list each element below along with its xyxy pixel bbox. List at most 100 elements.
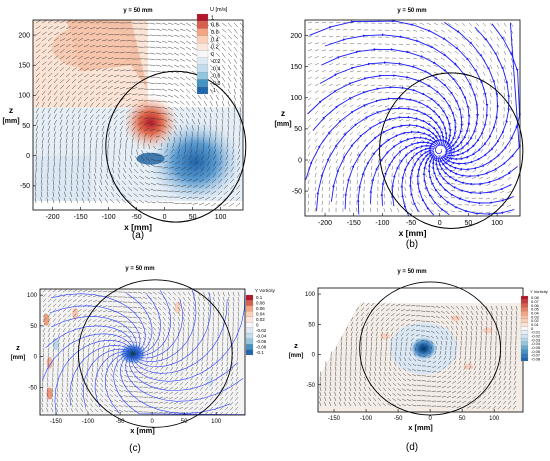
colorbar-label: 0.02 [531, 318, 540, 323]
velocity-vector [430, 305, 436, 308]
velocity-vector [119, 126, 123, 132]
velocity-vector [125, 81, 132, 84]
velocity-vector [239, 100, 243, 107]
velocity-vector [490, 315, 493, 321]
velocity-vector [489, 355, 492, 361]
velocity-vector [225, 376, 229, 382]
velocity-vector [482, 400, 487, 405]
velocity-vector [161, 124, 167, 128]
velocity-vector [35, 113, 39, 120]
velocity-vector [375, 317, 379, 322]
velocity-vector [94, 398, 99, 403]
velocity-vector [179, 88, 185, 93]
velocity-vector [113, 57, 120, 60]
velocity-vector [451, 390, 457, 394]
velocity-vector [380, 336, 383, 342]
velocity-vector [416, 404, 422, 407]
velocity-vector [142, 316, 147, 320]
velocity-vector [348, 402, 352, 407]
velocity-vector [416, 379, 422, 382]
velocity-vector [62, 352, 65, 358]
velocity-vector [416, 399, 422, 402]
velocity-vector [225, 381, 229, 386]
velocity-vector [431, 375, 437, 378]
velocity-vector [180, 190, 187, 193]
velocity-vector [92, 304, 98, 308]
velocity-vector [217, 184, 223, 189]
velocity-vector [400, 337, 404, 342]
velocity-vector [219, 406, 224, 411]
velocity-vector [123, 168, 127, 174]
velocity-vector [227, 296, 230, 302]
velocity-vector [131, 69, 138, 72]
velocity-vector [109, 404, 114, 408]
velocity-vector [469, 355, 472, 361]
velocity-vector [57, 337, 60, 343]
velocity-vector [179, 34, 186, 38]
velocity-vector [201, 351, 204, 357]
velocity-vector [104, 180, 109, 186]
velocity-vector [509, 350, 512, 356]
velocity-vector [456, 405, 462, 409]
velocity-vector [35, 49, 41, 54]
velocity-vector [239, 28, 245, 34]
velocity-vector [172, 291, 177, 296]
velocity-vector [60, 407, 64, 413]
velocity-vector [445, 330, 449, 335]
velocity-vector [66, 397, 69, 403]
velocity-vector [227, 301, 230, 307]
velocity-vector [47, 61, 53, 66]
velocity-vector [396, 208, 400, 213]
velocity-vector [185, 64, 191, 69]
velocity-vector [125, 40, 132, 42]
velocity-vector [370, 341, 373, 347]
velocity-vector [71, 26, 78, 30]
velocity-vector [53, 102, 58, 108]
velocity-vector [456, 395, 462, 399]
velocity-vector [59, 84, 65, 90]
velocity-vector [119, 137, 122, 144]
velocity-vector [77, 131, 80, 138]
velocity-vector [46, 185, 49, 192]
velocity-vector [314, 179, 317, 185]
velocity-vector [457, 370, 462, 375]
velocity-vector [469, 360, 472, 366]
velocity-vector [235, 381, 239, 387]
velocity-vector [405, 319, 411, 322]
panel-caption: (c) [129, 443, 141, 454]
velocity-vector [470, 315, 474, 321]
velocity-vector [494, 365, 497, 371]
velocity-vector [70, 185, 73, 192]
velocity-vector [35, 155, 37, 162]
velocity-vector [172, 321, 176, 327]
velocity-vector [173, 406, 179, 410]
velocity-vector [179, 106, 185, 112]
streamline [51, 293, 146, 353]
velocity-vector [46, 392, 49, 398]
velocity-vector [131, 87, 138, 90]
velocity-vector [175, 366, 179, 371]
velocity-vector [35, 125, 39, 132]
velocity-vector [430, 340, 434, 345]
velocity-vector [380, 341, 383, 347]
velocity-vector [107, 315, 113, 318]
velocity-vector [113, 125, 117, 132]
velocity-vector [167, 118, 174, 122]
velocity-vector [441, 395, 447, 398]
velocity-vector [415, 347, 417, 352]
velocity-vector [379, 361, 382, 367]
velocity-vector [59, 102, 64, 108]
velocity-vector [182, 326, 185, 332]
velocity-vector [87, 185, 91, 192]
velocity-vector [420, 340, 425, 342]
velocity-vector [113, 74, 120, 78]
velocity-vector [107, 39, 114, 42]
y-tick-label: 100 [27, 293, 38, 299]
velocity-vector [47, 119, 51, 126]
x-tick-label: -150 [347, 220, 361, 227]
velocity-vector [390, 336, 393, 342]
velocity-vector [67, 377, 69, 383]
velocity-vector [107, 324, 112, 328]
velocity-vector [475, 325, 478, 331]
